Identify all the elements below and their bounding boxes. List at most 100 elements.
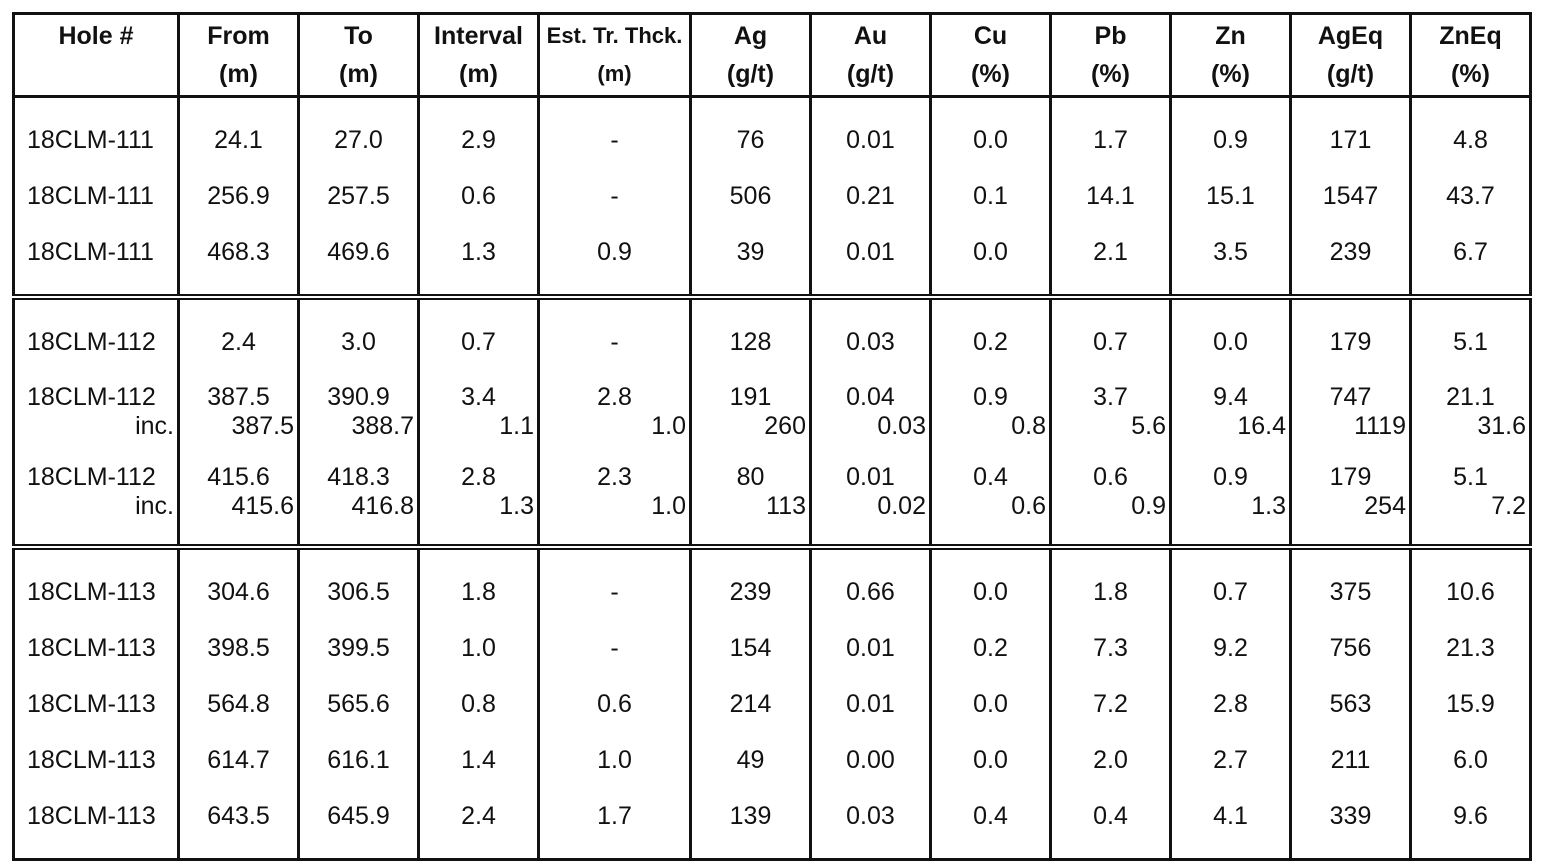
cell-hole: 18CLM-113 (27, 577, 156, 606)
cell-zn: 3.5 (1169, 224, 1291, 280)
cell-hole: 18CLM-112 (27, 463, 156, 491)
spacer-cell (1169, 844, 1291, 860)
cell-ageq: 179 (1289, 314, 1411, 370)
cell-au: 0.00 (809, 732, 931, 788)
cell-hole: 18CLM-111 (27, 125, 154, 154)
cell-from: 415.6 (177, 450, 299, 492)
cell-ageq: 563 (1289, 676, 1411, 732)
cell-from: 256.9 (177, 168, 299, 224)
cell-ageq: 747 (1289, 370, 1411, 412)
cell-est-tr-thck: 1.7 (537, 788, 691, 844)
cell-to: 469.6 (297, 224, 419, 280)
cell-ageq: 339 (1289, 788, 1411, 844)
col-header-au: Au (g/t) (809, 13, 931, 98)
spacer-cell (177, 547, 299, 564)
cell-cu: 0.0 (929, 676, 1051, 732)
spacer-cell (417, 844, 539, 860)
spacer-cell (689, 844, 811, 860)
spacer-cell (1169, 297, 1291, 314)
spacer-cell (417, 547, 539, 564)
spacer-cell (1289, 96, 1411, 112)
spacer-cell (537, 844, 691, 860)
cell-ag: 113 (689, 492, 811, 530)
spacer-cell (1049, 844, 1171, 860)
spacer-cell (1409, 547, 1531, 564)
cell-zn: 0.0 (1169, 314, 1291, 370)
cell-ag: 214 (689, 676, 811, 732)
cell-pb: 7.3 (1049, 620, 1171, 676)
cell-cu: 0.0 (929, 112, 1051, 168)
cell-pb: 0.6 (1049, 450, 1171, 492)
col-header-pb: Pb (%) (1049, 13, 1171, 98)
spacer-cell (1169, 530, 1291, 550)
spacer-cell (13, 280, 179, 300)
cell-zneq: 7.2 (1409, 492, 1531, 530)
col-header-label: Au (853, 22, 888, 50)
spacer-cell (929, 547, 1051, 564)
cell-pb: 1.8 (1049, 564, 1171, 620)
cell-ageq: 211 (1289, 732, 1411, 788)
spacer-cell (297, 547, 419, 564)
cell-est-tr-thck: 1.0 (537, 732, 691, 788)
spacer-cell (809, 547, 931, 564)
cell-ageq: 254 (1289, 492, 1411, 530)
spacer-cell (1289, 297, 1411, 314)
col-header-label: AgEq (1317, 22, 1384, 50)
cell-cu: 0.4 (929, 450, 1051, 492)
spacer-cell (809, 844, 931, 860)
cell-pb: 7.2 (1049, 676, 1171, 732)
cell-cu: 0.9 (929, 370, 1051, 412)
cell-from: 304.6 (177, 564, 299, 620)
cell-zneq: 5.1 (1409, 450, 1531, 492)
spacer-cell (297, 280, 419, 300)
col-header-cu: Cu (%) (929, 13, 1051, 98)
spacer-cell (14, 547, 179, 564)
cell-ag: 191 (689, 370, 811, 412)
spacer-cell (297, 530, 419, 550)
spacer-cell (177, 297, 299, 314)
cell-ag: 128 (689, 314, 811, 370)
col-header-unit: (%) (1091, 60, 1130, 88)
spacer-cell (1409, 844, 1531, 860)
cell-zn: 4.1 (1169, 788, 1291, 844)
cell-au: 0.01 (809, 620, 931, 676)
spacer-cell (417, 297, 539, 314)
cell-zneq: 21.1 (1409, 370, 1531, 412)
table-row: 18CLM-112 2.4 3.0 0.7-128 0.03 0.2 0.7 0.0 179 5.… (14, 314, 1531, 370)
cell-zneq: 6.0 (1409, 732, 1531, 788)
table-row: 18CLM-111 468.3 469.6 1.3 0.9 39 0.01 0.0 2.1 3.5… (14, 224, 1531, 280)
col-header-zn: Zn (%) (1169, 13, 1291, 98)
cell-cu: 0.8 (929, 412, 1051, 450)
cell-pb: 0.7 (1049, 314, 1171, 370)
table-row: 18CLM-113 614.7 616.1 1.4 1.0 49 0.00 0.0 2.0 2.7… (14, 732, 1531, 788)
table-row: 18CLM-113 643.5 645.9 2.4 1.7 139 0.03 0.4 0.4 4.… (14, 788, 1531, 844)
col-header-label: Hole # (58, 22, 134, 50)
cell-ageq: 179 (1289, 450, 1411, 492)
group-top-spacer (14, 96, 1531, 112)
spacer-cell (1289, 280, 1411, 300)
cell-from: 24.1 (177, 112, 299, 168)
cell-est-tr-thck: 2.8 (537, 370, 691, 412)
spacer-cell (1049, 280, 1171, 300)
col-header-unit: (m) (219, 60, 258, 88)
cell-to: 416.8 (297, 492, 419, 530)
cell-ag: 49 (689, 732, 811, 788)
cell-cu: 0.6 (929, 492, 1051, 530)
cell-est-tr-thck: - (537, 314, 691, 370)
col-header-to: To (m) (297, 13, 419, 98)
cell-to: 257.5 (297, 168, 419, 224)
spacer-cell (809, 96, 931, 112)
spacer-cell (1289, 844, 1411, 860)
cell-zn: 1.3 (1169, 492, 1291, 530)
cell-est-tr-thck: 0.6 (537, 676, 691, 732)
table-header: Hole # From (m) To (m) Interval (m) Est. Tr. Th… (13, 13, 1531, 98)
spacer-cell (1289, 530, 1411, 550)
cell-cu: 0.2 (929, 620, 1051, 676)
table-row: 18CLM-113 304.6 306.5 1.8-239 0.66 0.0 1.8 0.7 3… (14, 564, 1531, 620)
cell-hole: inc. (135, 412, 174, 440)
group-bottom-spacer (14, 844, 1531, 860)
cell-zn: 0.9 (1169, 450, 1291, 492)
spacer-cell (297, 297, 419, 314)
cell-ag: 76 (689, 112, 811, 168)
cell-ag: 154 (689, 620, 811, 676)
